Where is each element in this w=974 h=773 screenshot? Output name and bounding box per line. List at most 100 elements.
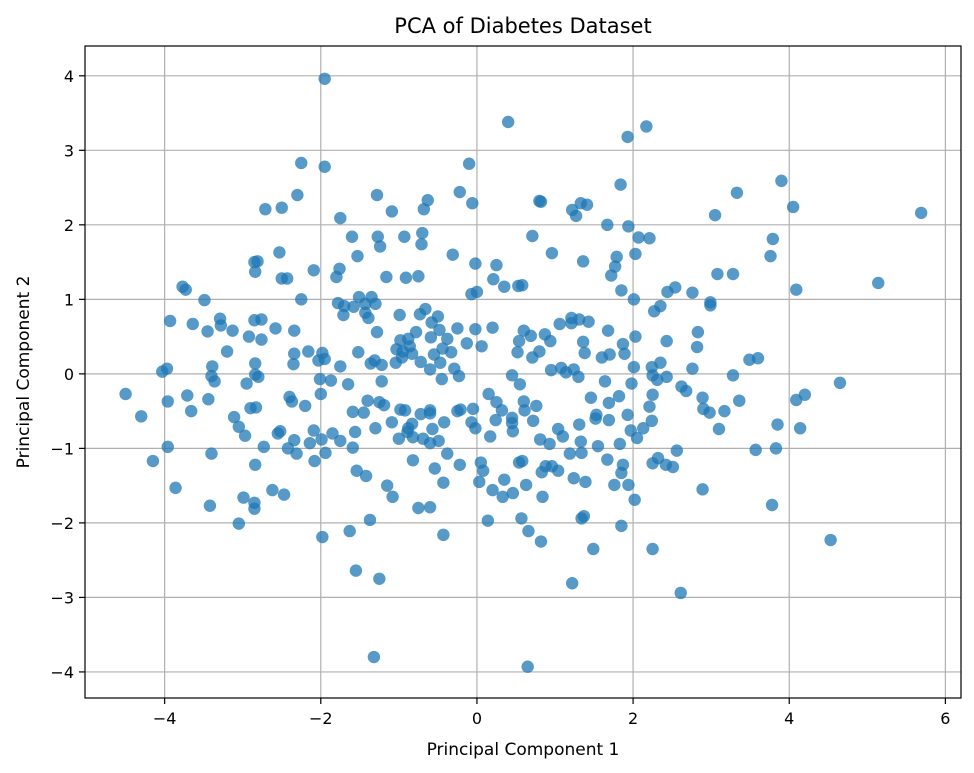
data-point <box>526 351 539 364</box>
data-point <box>526 414 540 428</box>
data-point <box>576 335 590 349</box>
chart-title: PCA of Diabetes Dataset <box>394 14 651 38</box>
data-point <box>161 395 174 408</box>
data-point <box>629 330 642 343</box>
x-tick-label: −4 <box>153 709 177 728</box>
data-point <box>413 308 427 321</box>
data-point <box>386 490 399 504</box>
data-point <box>205 447 218 460</box>
data-point <box>242 330 256 343</box>
data-point <box>765 498 779 512</box>
x-tick-label: 2 <box>628 709 638 728</box>
data-point <box>544 334 557 348</box>
data-point <box>249 357 262 370</box>
data-point <box>613 437 627 451</box>
data-point <box>576 255 590 268</box>
data-point <box>872 276 885 290</box>
data-point <box>437 416 451 429</box>
data-point <box>584 391 598 404</box>
data-point <box>426 422 439 436</box>
data-point <box>330 270 343 284</box>
data-point <box>615 466 628 480</box>
data-point <box>535 466 548 479</box>
data-point <box>646 388 659 401</box>
data-point <box>632 231 645 244</box>
data-point <box>602 413 616 427</box>
data-point <box>733 394 746 407</box>
data-point <box>718 404 731 418</box>
data-point <box>769 442 783 455</box>
data-point <box>640 120 653 133</box>
data-point <box>518 404 531 417</box>
data-point <box>476 464 490 477</box>
grid-lines <box>85 46 961 698</box>
data-point <box>622 220 635 233</box>
data-point <box>169 481 182 495</box>
y-tick-label: 2 <box>64 216 74 235</box>
data-point <box>351 249 364 263</box>
y-tick-label: 3 <box>64 141 74 160</box>
data-point <box>312 354 325 367</box>
data-point <box>271 427 285 440</box>
data-point <box>398 404 412 417</box>
data-point <box>482 387 495 401</box>
data-point <box>567 471 580 485</box>
data-point <box>428 462 441 475</box>
data-point <box>285 395 299 408</box>
y-tick-label: −1 <box>50 439 74 458</box>
data-point <box>621 130 634 144</box>
data-point <box>490 258 503 272</box>
data-point <box>712 422 726 436</box>
data-point <box>414 407 427 421</box>
data-point <box>316 530 329 544</box>
data-point <box>615 519 628 533</box>
data-point <box>324 374 338 387</box>
data-point <box>252 370 265 384</box>
data-point <box>533 433 547 446</box>
data-point <box>798 388 812 401</box>
data-point <box>334 360 347 373</box>
data-point <box>345 230 359 243</box>
data-point <box>572 370 585 384</box>
data-point <box>771 418 784 431</box>
data-point <box>608 478 621 492</box>
data-point <box>730 186 744 199</box>
data-point <box>119 387 132 401</box>
data-point <box>350 464 363 477</box>
data-point <box>519 478 533 492</box>
data-point <box>498 473 511 486</box>
data-point <box>232 420 246 433</box>
data-points <box>119 72 928 673</box>
data-point <box>405 347 419 360</box>
data-point <box>545 246 559 260</box>
data-point <box>423 501 437 514</box>
data-point <box>414 355 427 369</box>
data-point <box>259 202 272 216</box>
data-point <box>365 290 378 304</box>
data-point <box>579 475 592 489</box>
data-point <box>295 293 308 306</box>
data-point <box>249 458 262 471</box>
x-tick-label: 4 <box>784 709 794 728</box>
data-point <box>470 285 484 299</box>
data-point <box>487 273 500 286</box>
x-axis-title: Principal Component 1 <box>427 740 620 760</box>
data-point <box>255 313 268 326</box>
data-point <box>569 209 583 223</box>
data-point <box>660 334 673 348</box>
data-point <box>338 299 351 313</box>
x-tick-label: −2 <box>309 709 333 728</box>
data-point <box>249 265 262 278</box>
data-point <box>363 513 377 527</box>
y-tick-label: −3 <box>50 588 74 607</box>
data-point <box>691 325 705 339</box>
data-point <box>307 264 320 277</box>
data-point <box>346 441 359 454</box>
data-point <box>517 395 530 408</box>
data-point <box>690 340 704 354</box>
data-point <box>288 347 301 360</box>
data-point <box>486 321 499 334</box>
data-point <box>544 363 558 377</box>
data-point <box>377 398 391 412</box>
data-point <box>135 410 148 423</box>
